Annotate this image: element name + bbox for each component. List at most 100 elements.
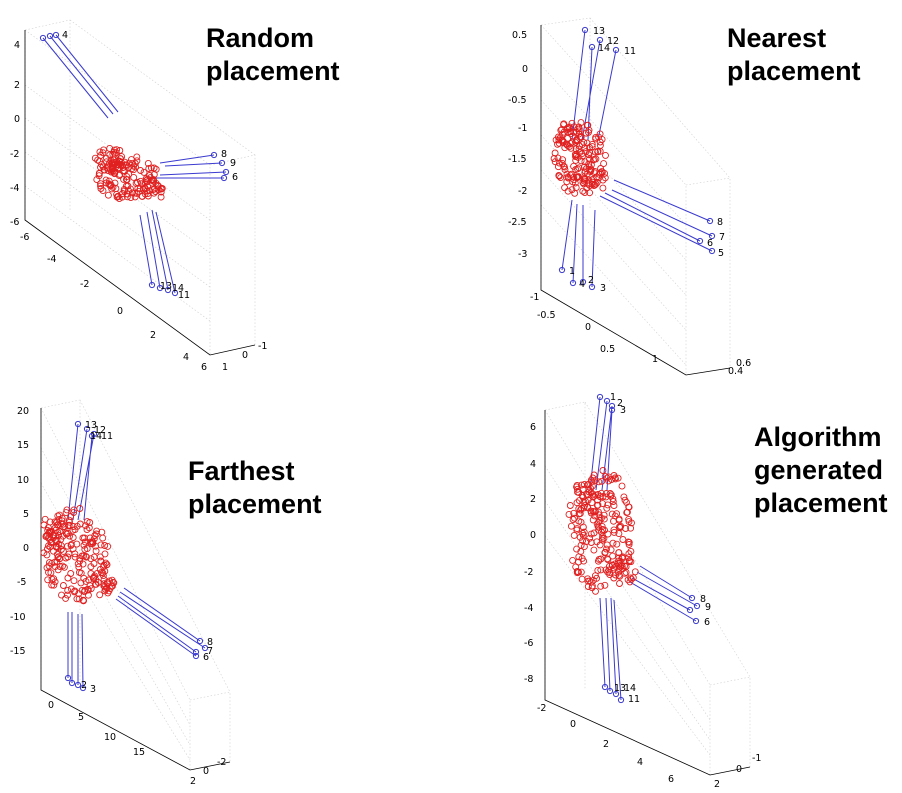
sensor-node — [566, 171, 574, 179]
sensor-node — [578, 575, 586, 583]
sensor-node — [579, 537, 587, 545]
sensor-node — [567, 128, 574, 136]
z-tick: 2 — [190, 776, 196, 787]
sensor-node — [90, 560, 98, 567]
sensor-node — [589, 175, 597, 183]
sensor-node — [581, 158, 589, 166]
anchor-label: 2 — [617, 398, 623, 409]
sensor-node — [575, 497, 583, 505]
sensor-node — [600, 534, 608, 542]
sensor-node — [44, 576, 52, 584]
z-tick: -2 — [217, 757, 226, 768]
sensor-node — [51, 524, 59, 532]
sensor-node — [116, 158, 124, 165]
sensor-node — [596, 493, 604, 501]
sensor-node — [616, 572, 624, 580]
y-tick: -5 — [17, 577, 26, 588]
sensor-node — [625, 550, 633, 558]
sensor-node — [97, 185, 105, 192]
x-tick: 1 — [652, 354, 658, 365]
sensor-node — [69, 545, 77, 553]
sensor-node — [580, 528, 588, 536]
sensor-node — [47, 538, 55, 546]
sensor-node — [103, 561, 111, 569]
anchor-label: 14 — [172, 283, 184, 294]
sensor-node — [59, 547, 67, 555]
sensor-node — [101, 542, 109, 549]
sensor-node — [581, 169, 589, 177]
sensor-node — [580, 557, 588, 565]
sensor-node — [577, 568, 585, 576]
sensor-node — [615, 523, 623, 531]
sensor-node — [564, 187, 572, 195]
panel-title-line: Farthest — [188, 456, 295, 486]
anchor-nodes-farthest — [64, 420, 209, 692]
sensor-node — [619, 554, 627, 562]
anchor-label: 7 — [719, 232, 725, 243]
x-tick: -6 — [20, 232, 29, 243]
sensor-node — [45, 568, 52, 576]
sensor-node — [125, 170, 133, 178]
sensor-node — [59, 532, 67, 540]
sensor-node — [603, 474, 611, 482]
sensor-node — [579, 485, 587, 493]
sensor-node — [572, 563, 580, 571]
sensor-node — [125, 159, 133, 167]
sensor-node — [583, 491, 591, 499]
sensor-node — [67, 570, 75, 577]
sensor-node — [59, 562, 66, 570]
anchor-links-random — [42, 34, 227, 294]
sensor-node — [65, 516, 73, 524]
sensor-node — [606, 490, 614, 497]
sensor-node — [99, 534, 107, 542]
x-tick: 0.5 — [600, 344, 615, 355]
sensor-node — [71, 550, 79, 558]
sensor-node — [577, 119, 585, 127]
z-tick: 0 — [242, 350, 248, 361]
sensor-node — [609, 561, 616, 569]
sensor-node — [550, 155, 558, 162]
sensor-node — [92, 576, 100, 584]
panel-title-line: Algorithm — [754, 422, 882, 452]
x-tick: -1 — [530, 292, 539, 303]
sensor-node — [567, 522, 575, 530]
sensor-node — [70, 577, 78, 585]
anchor-label: 7 — [207, 646, 213, 657]
y-tick: -6 — [524, 638, 533, 649]
sensor-node — [573, 174, 581, 182]
sensor-node — [575, 125, 583, 133]
anchor-label: 14 — [90, 431, 102, 442]
sensor-node — [100, 146, 108, 154]
sensor-node — [134, 179, 141, 186]
y-tick: 10 — [17, 475, 29, 486]
y-tick: -3 — [518, 249, 527, 260]
sensor-node — [589, 508, 597, 515]
y-tick: 0 — [14, 114, 20, 125]
anchor-label: 6 — [707, 238, 713, 249]
anchor-label: 9 — [705, 602, 711, 613]
y-tick: -6 — [10, 217, 19, 228]
sensor-node — [603, 504, 611, 512]
z-tick: 0.6 — [736, 358, 751, 369]
sensor-node — [607, 546, 615, 554]
x-tick: -4 — [47, 254, 56, 265]
sensor-node — [599, 467, 607, 474]
sensor-node — [584, 121, 592, 129]
x-tick: 15 — [133, 747, 145, 758]
sensor-node — [133, 189, 141, 197]
sensor-node — [585, 128, 592, 136]
sensor-node — [91, 580, 99, 588]
panel-title-line: placement — [727, 56, 861, 86]
sensor-node — [603, 545, 610, 553]
sensor-node — [109, 578, 117, 586]
sensor-node — [81, 545, 89, 553]
sensor-node — [49, 531, 57, 539]
sensor-node — [100, 582, 108, 590]
sensor-node — [588, 482, 596, 490]
sensor-node — [127, 156, 135, 164]
sensor-node — [585, 151, 593, 159]
sensor-node — [595, 478, 603, 486]
sensor-node — [570, 128, 578, 136]
sensor-cloud-algorithm — [565, 467, 639, 595]
x-tick: 2 — [150, 330, 156, 341]
